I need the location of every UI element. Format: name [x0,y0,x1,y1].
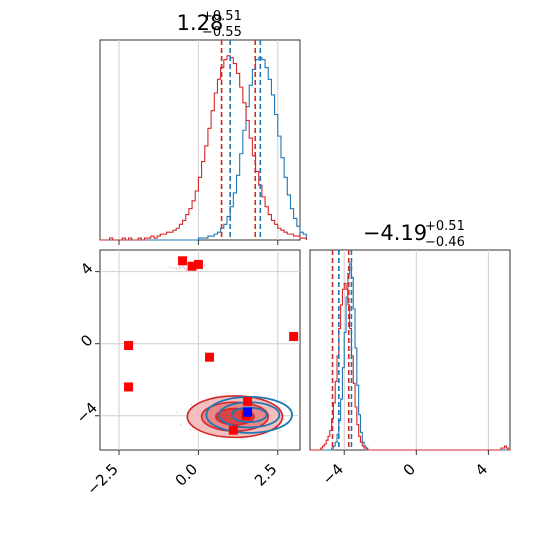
top-left-histogram-series-1 [100,55,307,241]
bottom-right-title-minus: −0.46 [425,235,465,250]
bottom-right-title-plus: +0.51 [425,219,465,234]
bottom-right-histogram-series-1 [310,282,510,451]
bottom-right-x-tick-label: −4 [319,460,347,488]
top-left-title-minus: −0.55 [202,25,242,40]
top-left-grid [118,40,279,240]
bottom-left-sample-dot [190,403,193,406]
top-left-panel: 1.28 +0.51 −0.55 [99,9,307,245]
bottom-left-red-marker [228,425,238,435]
bottom-left-sample-dot [183,268,186,270]
bottom-left-sample-dot [172,266,174,269]
bottom-left-sample-dot [189,428,192,430]
bottom-left-red-marker [205,352,215,362]
bottom-right-histograms [310,263,510,451]
bottom-left-red-marker [124,340,134,350]
bottom-left-panel: −2.5 0.0 2.5 4 0 −4 [73,249,301,499]
bottom-right-title: −4.19 [363,221,427,245]
top-left-title-value: 1.28 [177,11,224,35]
bottom-left-sample-dot [169,266,171,269]
top-left-title: 1.28 [177,11,224,35]
bottom-right-title-value: −4.19 [363,221,427,245]
bottom-left-y-tick-label: 4 [77,259,96,278]
bottom-left-x-ticks: −2.5 0.0 2.5 [83,450,281,499]
bottom-left-sample-dot [282,418,285,421]
bottom-left-sample-dot [185,267,188,270]
bottom-left-red-marker [193,259,203,269]
bottom-left-sample-dot [182,266,185,269]
bottom-right-axes [309,249,511,451]
bottom-left-x-tick-label: −2.5 [83,460,121,498]
bottom-left-sample-dot [179,423,182,426]
bottom-left-y-tick-label: 0 [77,331,96,350]
bottom-left-red-marker [124,382,134,392]
bottom-left-blue-marker [243,407,253,417]
bottom-left-red-marker [289,331,299,341]
bottom-left-blue-contour [205,395,293,434]
bottom-left-points [124,256,299,435]
top-left-axes [99,39,301,241]
bottom-left-sample-dot [179,266,182,268]
bottom-left-red-marker [243,396,253,406]
bottom-left-red-marker [178,256,188,266]
bottom-left-y-tick-label: −4 [73,399,101,427]
bottom-right-x-tick-label: 0 [400,460,419,479]
bottom-left-red-marker [187,261,197,271]
bottom-left-y-ticks: 4 0 −4 [73,259,101,427]
bottom-right-x-tick-label: 4 [472,460,491,479]
bottom-left-sample-dot [203,264,206,266]
bottom-left-x-tick-label: 2.5 [251,460,281,490]
bottom-left-x-tick-label: 0.0 [172,460,202,490]
bottom-right-panel: −4 0 4 −4.19 +0.51 −0.46 [309,219,511,488]
bottom-left-sample-dot [176,411,178,414]
bottom-left-sample-dot [185,269,188,272]
bottom-left-sample-dot [175,267,178,270]
bottom-right-x-ticks: −4 0 4 [319,450,491,488]
bottom-right-quantile-lines [331,250,353,450]
bottom-left-blue-contour [230,406,268,423]
top-left-x-ticks [118,240,279,245]
top-left-title-plus: +0.51 [202,9,242,24]
top-left-quantile-lines [220,40,262,240]
